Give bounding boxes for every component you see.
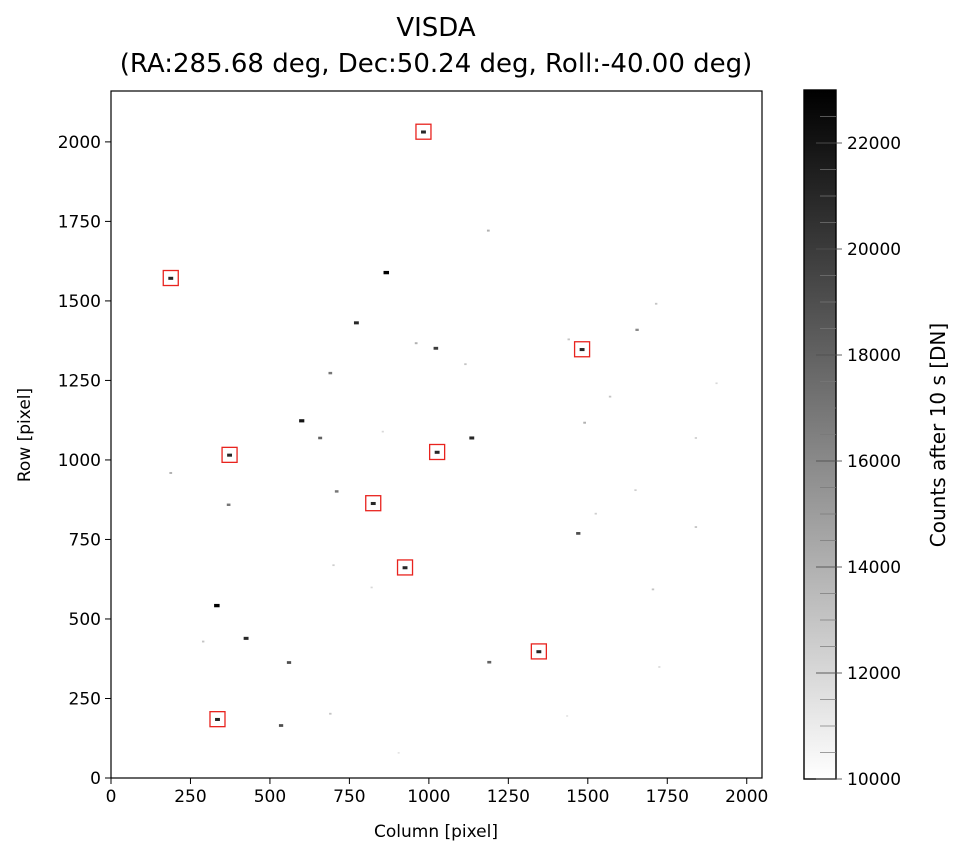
source-marker: [209, 711, 226, 728]
star: [694, 526, 698, 528]
star: [583, 421, 586, 424]
star: [226, 503, 231, 506]
colorbar-label: Counts after 10 s [DN]: [926, 323, 950, 547]
source-marker: [415, 123, 432, 140]
star: [658, 666, 661, 668]
star: [332, 564, 335, 567]
star: [168, 276, 174, 280]
star: [594, 512, 597, 515]
star: [433, 346, 439, 350]
star-field: [168, 130, 718, 754]
star: [566, 715, 569, 717]
star: [635, 328, 639, 331]
star: [634, 489, 637, 492]
star: [214, 603, 220, 608]
source-marker: [365, 495, 382, 512]
star: [353, 321, 359, 325]
colorbar-tick-label: 20000: [847, 240, 901, 260]
y-tick-label: 250: [69, 689, 101, 709]
star: [579, 348, 585, 352]
y-tick-label: 750: [69, 530, 101, 550]
star: [434, 450, 440, 454]
star: [370, 501, 376, 506]
star: [370, 586, 373, 589]
star: [694, 437, 698, 439]
x-tick-label: 1000: [407, 787, 450, 807]
colorbar-tick-label: 18000: [847, 346, 901, 366]
y-tick-label: 1500: [58, 292, 101, 312]
y-tick-label: 500: [69, 610, 101, 630]
colorbar-tick-label: 14000: [847, 558, 901, 578]
x-tick-label: 2000: [725, 787, 768, 807]
colorbar-tick-label: 12000: [847, 664, 901, 684]
star: [469, 436, 475, 440]
star: [278, 724, 284, 727]
star: [169, 471, 173, 474]
star: [215, 717, 220, 721]
source-marker: [221, 446, 238, 464]
star: [286, 661, 292, 664]
y-tick-label: 2000: [58, 133, 101, 153]
colorbar-tick-label: 22000: [847, 134, 901, 154]
star: [402, 566, 408, 570]
y-axis-label: Row [pixel]: [15, 388, 35, 482]
x-tick-label: 0: [106, 787, 117, 807]
star: [381, 430, 384, 433]
star: [328, 371, 333, 375]
x-tick-label: 750: [333, 787, 365, 807]
x-axis-ticks: 0 250 500 750 1000 1250 1500 1750 2000: [106, 778, 768, 807]
star: [576, 532, 581, 535]
star: [654, 302, 658, 305]
y-tick-label: 1000: [58, 451, 101, 471]
star: [397, 752, 400, 754]
star: [651, 588, 655, 591]
source-marker: [428, 443, 446, 461]
chart-subtitle: (RA:285.68 deg, Dec:50.24 deg, Roll:-40.…: [120, 49, 753, 79]
star: [201, 640, 205, 643]
star: [243, 636, 249, 640]
x-tick-label: 1750: [646, 787, 689, 807]
y-axis-ticks: 0 250 500 750 1000 1250 1500 1750 2000: [58, 133, 111, 789]
source-marker: [530, 643, 548, 660]
star: [464, 363, 467, 366]
source-markers: [162, 123, 591, 728]
plot-area: [110, 90, 763, 779]
star: [536, 650, 542, 654]
star: [383, 270, 390, 275]
source-marker: [396, 559, 414, 576]
x-tick-label: 1250: [487, 787, 530, 807]
star: [486, 229, 490, 232]
x-axis-label: Column [pixel]: [374, 822, 498, 842]
star: [421, 130, 426, 134]
star: [227, 453, 233, 457]
x-tick-label: 1500: [566, 787, 609, 807]
star: [414, 342, 418, 345]
star: [334, 490, 339, 493]
y-tick-label: 1250: [58, 371, 101, 391]
colorbar-tick-label: 16000: [847, 452, 901, 472]
colorbar-tick-label: 10000: [847, 770, 901, 790]
star: [487, 660, 492, 664]
star: [299, 419, 305, 423]
x-tick-label: 500: [254, 787, 286, 807]
star: [567, 338, 570, 341]
y-tick-label: 1750: [58, 212, 101, 232]
source-marker: [162, 269, 179, 287]
source-marker: [573, 341, 591, 358]
x-tick-label: 250: [174, 787, 206, 807]
y-tick-label: 0: [90, 769, 101, 789]
chart-title: VISDA: [396, 13, 476, 43]
colorbar-ticks: 10000 12000 14000 16000 18000 20000 22000: [816, 116, 901, 790]
star: [715, 382, 718, 385]
star: [318, 436, 323, 440]
star: [329, 712, 332, 715]
star: [608, 395, 612, 398]
